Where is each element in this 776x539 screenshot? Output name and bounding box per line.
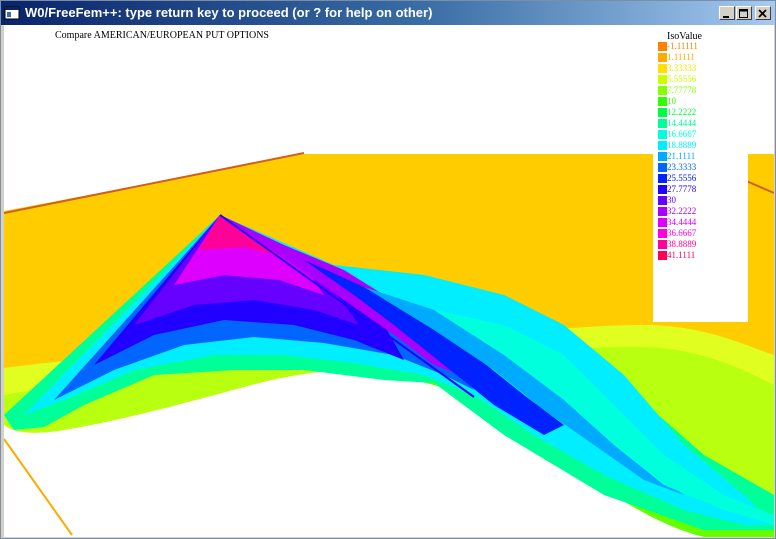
legend-label: 25.5556 bbox=[667, 173, 697, 183]
legend-swatch bbox=[658, 251, 667, 260]
legend-item: 14.4444 bbox=[658, 118, 746, 129]
legend-swatch bbox=[658, 64, 667, 73]
surface-ridge-blue bbox=[304, 260, 564, 435]
maximize-button[interactable] bbox=[736, 6, 752, 20]
legend-item: 3.33333 bbox=[658, 63, 746, 74]
app-window-icon bbox=[4, 6, 20, 20]
legend-item: 41.1111 bbox=[658, 250, 746, 261]
legend-item: 25.5556 bbox=[658, 173, 746, 184]
legend-item: 5.55556 bbox=[658, 74, 746, 85]
legend-swatch bbox=[658, 108, 667, 117]
legend-swatch bbox=[658, 75, 667, 84]
legend-item: 10 bbox=[658, 96, 746, 107]
legend-heading: IsoValue bbox=[667, 31, 702, 42]
legend-item: -1.11111 bbox=[658, 41, 746, 52]
legend-label: -1.11111 bbox=[667, 41, 698, 51]
legend-item: 18.8889 bbox=[658, 140, 746, 151]
legend-item: 7.77778 bbox=[658, 85, 746, 96]
legend-swatch bbox=[658, 196, 667, 205]
isovalue-legend: IsoValue -1.11111 1.11111 3.33333 5.55556 7.… bbox=[653, 30, 748, 322]
plot-canvas[interactable]: Compare AMERICAN/EUROPEAN PUT OPTIONS Is… bbox=[4, 25, 774, 537]
plane-edge-bottom bbox=[4, 438, 73, 536]
legend-swatch bbox=[658, 130, 667, 139]
legend-label: 32.2222 bbox=[667, 206, 697, 216]
legend-label: 41.1111 bbox=[667, 250, 696, 260]
legend-item: 23.3333 bbox=[658, 162, 746, 173]
legend-label: 7.77778 bbox=[667, 85, 697, 95]
legend-swatch bbox=[658, 207, 667, 216]
legend-item: 27.7778 bbox=[658, 184, 746, 195]
legend-item: 16.6667 bbox=[658, 129, 746, 140]
legend-swatch bbox=[658, 229, 667, 238]
legend-item: 34.4444 bbox=[658, 217, 746, 228]
legend-label: 23.3333 bbox=[667, 162, 697, 172]
plane-edge-right bbox=[743, 179, 774, 194]
window-title: W0/FreeFem++: type return key to proceed… bbox=[25, 5, 433, 20]
surface-ridge-cyan bbox=[364, 287, 684, 495]
legend-label: 21.1111 bbox=[667, 151, 696, 161]
minimize-button[interactable] bbox=[719, 6, 735, 20]
minimize-icon bbox=[723, 16, 729, 18]
close-icon bbox=[758, 9, 767, 18]
legend-list: -1.11111 1.11111 3.33333 5.55556 7.77778 10 12… bbox=[658, 41, 746, 261]
legend-swatch bbox=[658, 185, 667, 194]
legend-item: 21.1111 bbox=[658, 151, 746, 162]
legend-label: 12.2222 bbox=[667, 107, 697, 117]
maximize-icon bbox=[739, 9, 748, 18]
legend-swatch bbox=[658, 97, 667, 106]
legend-label: 5.55556 bbox=[667, 74, 697, 84]
legend-label: 14.4444 bbox=[667, 118, 697, 128]
legend-swatch bbox=[658, 218, 667, 227]
surface-edge-line bbox=[219, 214, 475, 398]
legend-label: 34.4444 bbox=[667, 217, 697, 227]
legend-label: 30 bbox=[667, 195, 676, 205]
surface-ridge-teal bbox=[434, 310, 774, 525]
close-button[interactable] bbox=[755, 6, 771, 20]
legend-swatch bbox=[658, 86, 667, 95]
legend-item: 36.6667 bbox=[658, 228, 746, 239]
legend-label: 38.8889 bbox=[667, 239, 697, 249]
plot-title: Compare AMERICAN/EUROPEAN PUT OPTIONS bbox=[55, 30, 269, 41]
plane-edge-left bbox=[4, 152, 305, 214]
legend-label: 36.6667 bbox=[667, 228, 697, 238]
legend-label: 16.6667 bbox=[667, 129, 697, 139]
legend-swatch bbox=[658, 174, 667, 183]
legend-label: 10 bbox=[667, 96, 676, 106]
legend-swatch bbox=[658, 141, 667, 150]
legend-label: 27.7778 bbox=[667, 184, 697, 194]
legend-label: 1.11111 bbox=[667, 52, 695, 62]
title-bar[interactable]: W0/FreeFem++: type return key to proceed… bbox=[1, 1, 775, 25]
surface-plot bbox=[4, 152, 774, 537]
legend-item: 32.2222 bbox=[658, 206, 746, 217]
legend-swatch bbox=[658, 42, 667, 51]
legend-label: 18.8889 bbox=[667, 140, 697, 150]
legend-item: 38.8889 bbox=[658, 239, 746, 250]
legend-swatch bbox=[658, 152, 667, 161]
legend-item: 1.11111 bbox=[658, 52, 746, 63]
legend-swatch bbox=[658, 240, 667, 249]
surface-ridge-violet bbox=[220, 215, 474, 380]
legend-item: 12.2222 bbox=[658, 107, 746, 118]
legend-label: 3.33333 bbox=[667, 63, 697, 73]
legend-swatch bbox=[658, 163, 667, 172]
legend-item: 30 bbox=[658, 195, 746, 206]
legend-swatch bbox=[658, 119, 667, 128]
legend-swatch bbox=[658, 53, 667, 62]
